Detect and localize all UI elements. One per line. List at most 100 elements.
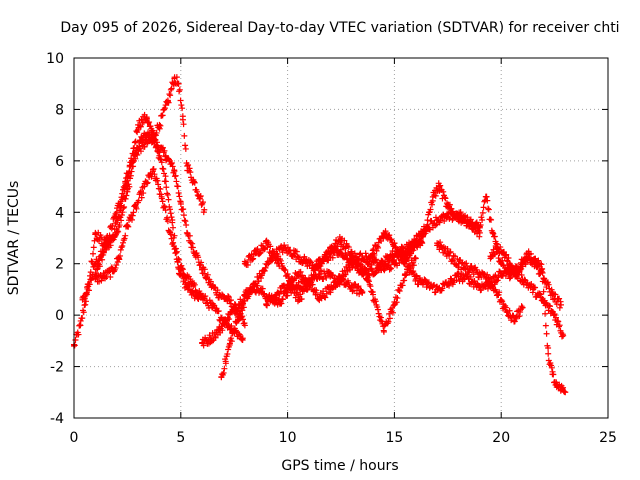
data-point-sat-d	[140, 190, 147, 197]
data-point-sat-l	[495, 292, 502, 299]
data-point-sat-f	[338, 246, 344, 253]
data-point-sat-g	[385, 318, 392, 325]
data-point-sat-b	[190, 178, 197, 185]
data-point-sat-d	[112, 264, 119, 271]
data-point-sat-j	[428, 201, 435, 208]
data-point-sat-j	[489, 229, 496, 236]
data-point-sat-a	[204, 271, 211, 278]
data-point-sat-i	[536, 290, 543, 297]
data-point-sat-d	[173, 249, 180, 256]
data-point-sat-h	[434, 217, 441, 223]
data-point-sat-f	[262, 264, 269, 271]
data-point-sat-h	[284, 281, 291, 288]
data-point-sat-c	[128, 155, 135, 162]
data-point-sat-k	[543, 330, 550, 337]
data-point-sat-j	[417, 237, 424, 244]
data-point-sat-c	[120, 193, 127, 200]
data-point-sat-b	[137, 148, 144, 155]
data-point-sat-l	[511, 317, 518, 324]
data-point-sat-c	[164, 190, 171, 197]
data-point-sat-j	[479, 209, 486, 216]
data-point-sat-k	[541, 300, 548, 307]
data-point-sat-c	[116, 207, 123, 214]
data-point-sat-b	[168, 85, 175, 92]
data-point-sat-c	[162, 178, 169, 185]
data-point-sat-d	[117, 252, 124, 259]
data-point-sat-a	[82, 301, 89, 308]
data-point-sat-c	[114, 217, 121, 224]
data-point-sat-h	[380, 265, 387, 272]
data-point-sat-j	[437, 182, 444, 189]
data-point-sat-k	[548, 364, 555, 371]
data-point-sat-b	[153, 129, 160, 136]
data-point-sat-b	[187, 169, 194, 176]
data-point-sat-h	[302, 276, 309, 283]
data-point-sat-a	[162, 152, 169, 159]
data-point-sat-l	[449, 257, 456, 264]
data-point-sat-b	[185, 161, 192, 168]
data-point-sat-d	[170, 239, 177, 246]
data-point-sat-g	[365, 278, 372, 285]
data-point-sat-b	[179, 105, 186, 112]
data-point-sat-f	[226, 340, 233, 347]
data-point-sat-i	[378, 238, 385, 245]
data-point-sat-d	[164, 218, 171, 225]
data-point-sat-g	[322, 255, 329, 262]
data-point-sat-e	[224, 314, 231, 321]
data-point-sat-g	[250, 255, 257, 262]
data-point-sat-i	[547, 303, 554, 310]
data-point-sat-g	[396, 288, 403, 295]
data-point-sat-j	[461, 213, 468, 220]
data-point-sat-i	[373, 247, 380, 254]
data-point-sat-d	[167, 229, 174, 236]
data-point-sat-d	[130, 209, 137, 216]
data-point-sat-f	[387, 253, 394, 259]
data-point-sat-j	[477, 222, 484, 229]
data-point-sat-j	[423, 224, 430, 231]
data-point-sat-f	[224, 351, 231, 358]
data-point-sat-d	[107, 274, 114, 281]
data-point-sat-b	[113, 209, 120, 216]
data-point-sat-b	[175, 80, 182, 87]
data-point-sat-i	[363, 267, 370, 274]
y-tick-label: 6	[55, 154, 64, 170]
data-point-sat-a	[113, 229, 120, 236]
data-point-sat-j	[495, 255, 502, 262]
data-point-sat-d	[161, 204, 168, 211]
data-point-sat-b	[99, 256, 106, 263]
data-point-sat-b	[167, 92, 174, 99]
data-point-sat-c	[170, 224, 177, 231]
data-point-sat-a	[224, 296, 231, 303]
data-point-sat-g	[285, 273, 292, 280]
data-point-sat-g	[367, 283, 374, 290]
data-point-sat-g	[410, 262, 417, 269]
data-point-sat-a	[161, 147, 168, 154]
data-point-sat-j	[402, 255, 409, 262]
data-point-sat-c	[163, 184, 170, 191]
y-tick-label: -4	[50, 411, 64, 427]
data-point-sat-g	[402, 271, 409, 277]
data-point-sat-h	[335, 280, 342, 287]
data-point-sat-d	[159, 198, 166, 205]
data-point-sat-j	[484, 197, 491, 204]
data-point-sat-d	[151, 171, 158, 178]
data-point-sat-k	[525, 250, 532, 257]
data-point-sat-f	[365, 271, 372, 277]
data-point-sat-j	[485, 206, 492, 213]
data-point-sat-b	[191, 179, 198, 186]
data-point-sat-b	[99, 248, 106, 255]
data-point-sat-a	[77, 322, 84, 329]
data-point-sat-j	[553, 301, 560, 308]
data-point-sat-h	[282, 287, 289, 294]
data-point-sat-f	[236, 314, 243, 321]
data-point-sat-g	[295, 296, 302, 303]
data-point-sat-h	[305, 281, 312, 288]
data-point-sat-a	[159, 144, 166, 151]
data-point-sat-f	[237, 310, 244, 317]
data-point-sat-j	[476, 228, 483, 235]
data-point-sat-a	[184, 229, 191, 236]
data-point-sat-a	[189, 240, 196, 247]
data-point-sat-k	[500, 250, 507, 257]
data-point-sat-d	[158, 193, 165, 200]
